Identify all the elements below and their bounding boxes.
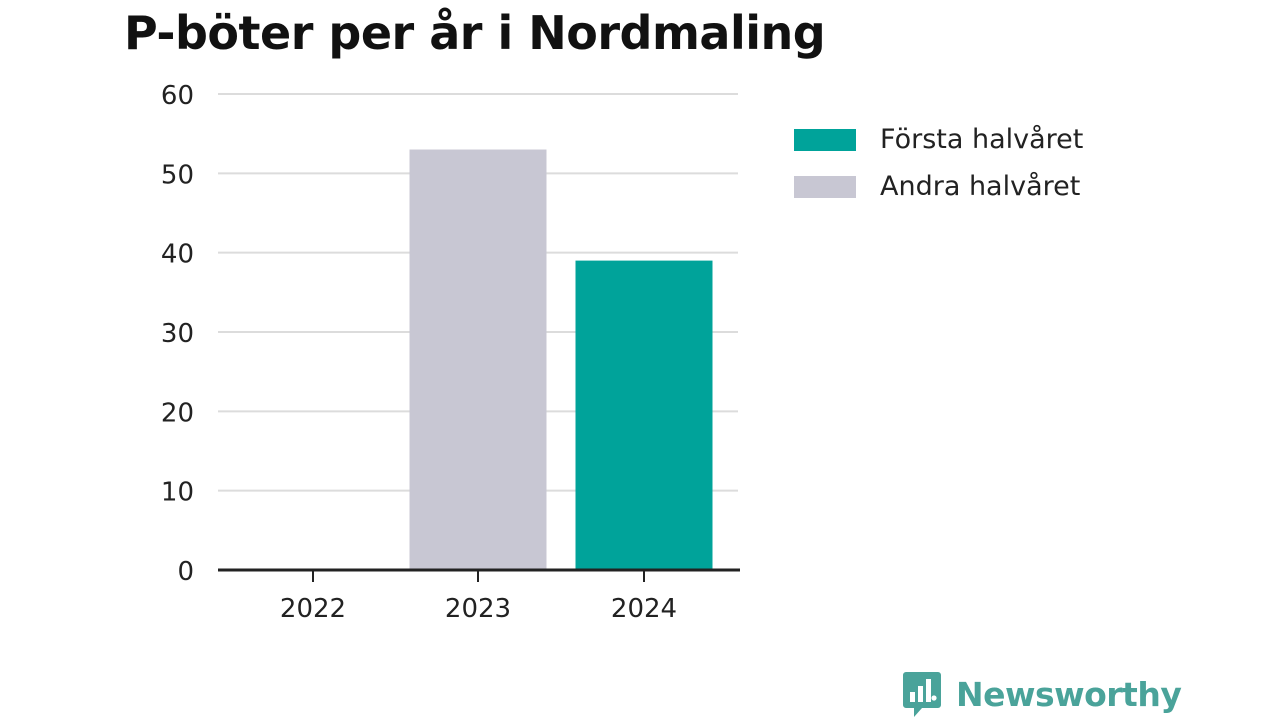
legend-item-first-half: Första halvåret	[794, 116, 1083, 163]
legend: Första halvåret Andra halvåret	[794, 116, 1083, 210]
x-tick-label-2024: 2024	[611, 594, 677, 624]
x-tick-label-2023: 2023	[445, 594, 511, 624]
legend-item-second-half: Andra halvåret	[794, 163, 1083, 210]
y-tick-label-60: 60	[161, 81, 194, 111]
chart-title: P-böter per år i Nordmaling	[124, 6, 826, 60]
axis-layer: 0 10 20 30 40 50 60 2022 2023 2024	[161, 81, 740, 624]
y-tick-label-40: 40	[161, 240, 194, 270]
newsworthy-logo: Newsworthy	[902, 670, 1182, 718]
chart-bubble-icon	[903, 672, 941, 717]
brand-name: Newsworthy	[956, 674, 1182, 714]
y-tick-label-20: 20	[161, 398, 194, 428]
y-tick-label-50: 50	[161, 160, 194, 190]
bar-2023-series-1	[409, 149, 547, 571]
legend-label-first-half: Första halvåret	[880, 124, 1084, 155]
y-tick-label-10: 10	[161, 478, 194, 508]
x-tick-label-2022: 2022	[280, 594, 346, 624]
bar-2024-series-0	[575, 260, 713, 570]
y-tick-label-0: 0	[177, 557, 194, 587]
bars-layer	[409, 149, 713, 571]
legend-swatch-second-half	[794, 175, 856, 198]
y-tick-label-30: 30	[161, 319, 194, 349]
legend-label-second-half: Andra halvåret	[880, 171, 1081, 202]
legend-swatch-first-half	[794, 128, 856, 151]
